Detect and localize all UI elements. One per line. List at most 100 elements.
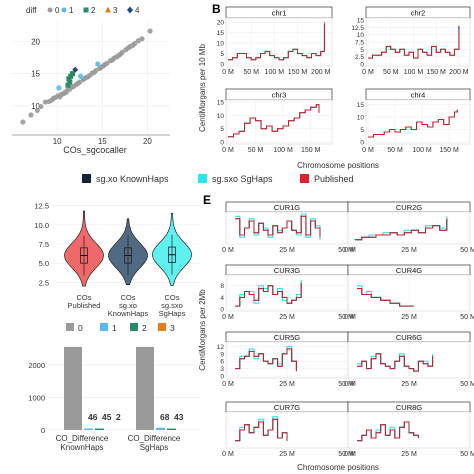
series-line-published	[357, 288, 414, 307]
legend-key-diff-4	[127, 6, 133, 14]
legend-label: 4	[135, 6, 140, 15]
facet-title: chr2	[411, 9, 426, 18]
series-line-published	[354, 218, 448, 241]
facet-y-tick-label: 15	[217, 30, 225, 37]
facet-y-tick-label: 4	[220, 295, 224, 302]
data-point-diff-0	[114, 54, 120, 60]
y-tick-label: 0	[41, 426, 45, 435]
facet-title: CUR7G	[274, 403, 300, 412]
facet-y-tick-label: 0	[220, 140, 224, 147]
bar-value-label: 68	[160, 412, 170, 422]
facet-x-tick-label: 25 M	[401, 314, 417, 321]
facet-x-tick-label: 50 M	[338, 451, 354, 458]
legend-label: 3	[170, 323, 175, 333]
facet-title: CUR3G	[274, 266, 300, 275]
bar-diff-2	[167, 428, 176, 430]
legend-key-diff-3	[105, 6, 111, 13]
facet-x-tick-label: 0 M	[344, 247, 356, 254]
x-axis-title: Chromosome positions	[297, 161, 379, 170]
legend-label: 1	[112, 323, 117, 333]
bar-diff-1	[156, 427, 165, 430]
bar-diff-0	[136, 346, 154, 430]
x-tick-label: SgHaps	[140, 443, 168, 452]
facet-x-tick-label: 50 M	[338, 247, 354, 254]
facet-x-tick-label: 50 M	[387, 147, 403, 154]
panel-label-e: E	[203, 193, 211, 207]
facet-x-tick-label: 50 M	[338, 381, 354, 388]
y-tick-label: 10.0	[34, 221, 49, 230]
data-point-diff-1	[95, 61, 101, 67]
legend-key	[158, 323, 166, 331]
facet-y-tick-label: 7.5	[355, 40, 364, 47]
data-point-diff-2	[65, 82, 71, 88]
facet-x-tick-label: 100 M	[412, 147, 432, 154]
facet-y-tick-label: 15	[217, 100, 225, 107]
x-tick-label: 20	[143, 137, 152, 146]
data-point-diff-0	[125, 45, 132, 51]
legend-title: diff	[26, 6, 37, 15]
data-point-diff-0	[75, 80, 81, 86]
plot-area	[12, 22, 170, 135]
x-tick-label: KnownHaps	[60, 443, 103, 452]
facet-y-tick-label: 2.5	[355, 54, 364, 61]
panel-a-scatter: 10 15 20 10 15 20 COs_sgcocaller diff 0 1 2 3 4	[12, 6, 170, 155]
data-point-diff-1	[56, 85, 62, 91]
x-tick-label: sg.sxo	[161, 301, 183, 310]
x-tick-label: CO_Difference	[56, 434, 109, 443]
data-point-diff-0	[57, 94, 63, 100]
facet-x-tick-label: 0 M	[362, 147, 374, 154]
panel-e-cur-lines: CUR1G 0 M 25 M 50 M CUR2G 0 M 25 M 50 M CUR3G 0 M…	[198, 201, 474, 472]
series-line-published	[228, 22, 325, 61]
legend-label: sg.sxo SgHaps	[212, 174, 273, 184]
data-point-diff-0	[38, 103, 44, 110]
series-line-published	[228, 104, 320, 138]
facet-title: CUR5G	[274, 333, 300, 342]
y-tick-label: 15	[31, 70, 40, 79]
facet-title: CUR1G	[274, 203, 300, 212]
data-point-diff-0	[139, 36, 145, 42]
data-point-diff-0	[20, 119, 26, 125]
facet-x-tick-label: 0 M	[222, 381, 234, 388]
data-point-diff-0	[147, 28, 153, 34]
data-point-diff-2	[69, 71, 75, 77]
x-axis-title: Chromosome positions	[297, 463, 379, 472]
facet-x-tick-label: 0 M	[222, 451, 234, 458]
data-point-diff-0	[109, 57, 115, 63]
facet-y-tick-label: 8	[220, 283, 224, 290]
legend-key	[198, 174, 207, 183]
facet-y-tick-label: 5	[220, 51, 224, 58]
legend-key-diff-0	[47, 7, 53, 13]
data-point-diff-2	[66, 76, 72, 82]
y-tick-label: 20	[31, 37, 40, 46]
facet-x-tick-label: 200 M	[311, 69, 331, 76]
data-point-diff-4	[72, 66, 79, 73]
data-point-diff-0	[98, 64, 104, 70]
legend-label: 2	[142, 323, 147, 333]
facet-y-tick-label: 0	[220, 374, 224, 381]
series-line-published	[235, 348, 297, 372]
y-tick-label: 12.5	[34, 202, 49, 211]
data-point-diff-2	[68, 73, 74, 79]
legend-label: sg.xo KnownHaps	[96, 174, 169, 184]
facet-y-tick-label: 12.5	[351, 25, 364, 32]
y-tick-label: 7.5	[39, 240, 49, 249]
series-line-published	[357, 353, 434, 372]
facet-x-tick-label: 100 M	[404, 69, 424, 76]
x-tick-label: KnownHaps	[108, 309, 149, 318]
facet-x-tick-label: 25 M	[279, 451, 295, 458]
facet-y-tick-label: 10	[357, 32, 365, 39]
facet-y-tick-label: 0	[360, 62, 364, 69]
legend-key	[100, 323, 108, 331]
facet-y-tick-label: 5	[220, 126, 224, 133]
facet-x-tick-label: 50 M	[460, 247, 474, 254]
legend-key-diff-1	[61, 7, 67, 13]
bar-value-label: 46	[88, 412, 98, 422]
y-tick-label: 2000	[28, 361, 45, 370]
facet-x-tick-label: 0 M	[222, 314, 234, 321]
panel-c-violins: sg.xo KnownHaps sg.sxo SgHaps Published 2.5…	[34, 174, 354, 318]
data-point-diff-2	[67, 79, 73, 85]
x-axis-title: COs_sgcocaller	[63, 145, 127, 155]
facet-title: CUR4G	[396, 266, 422, 275]
